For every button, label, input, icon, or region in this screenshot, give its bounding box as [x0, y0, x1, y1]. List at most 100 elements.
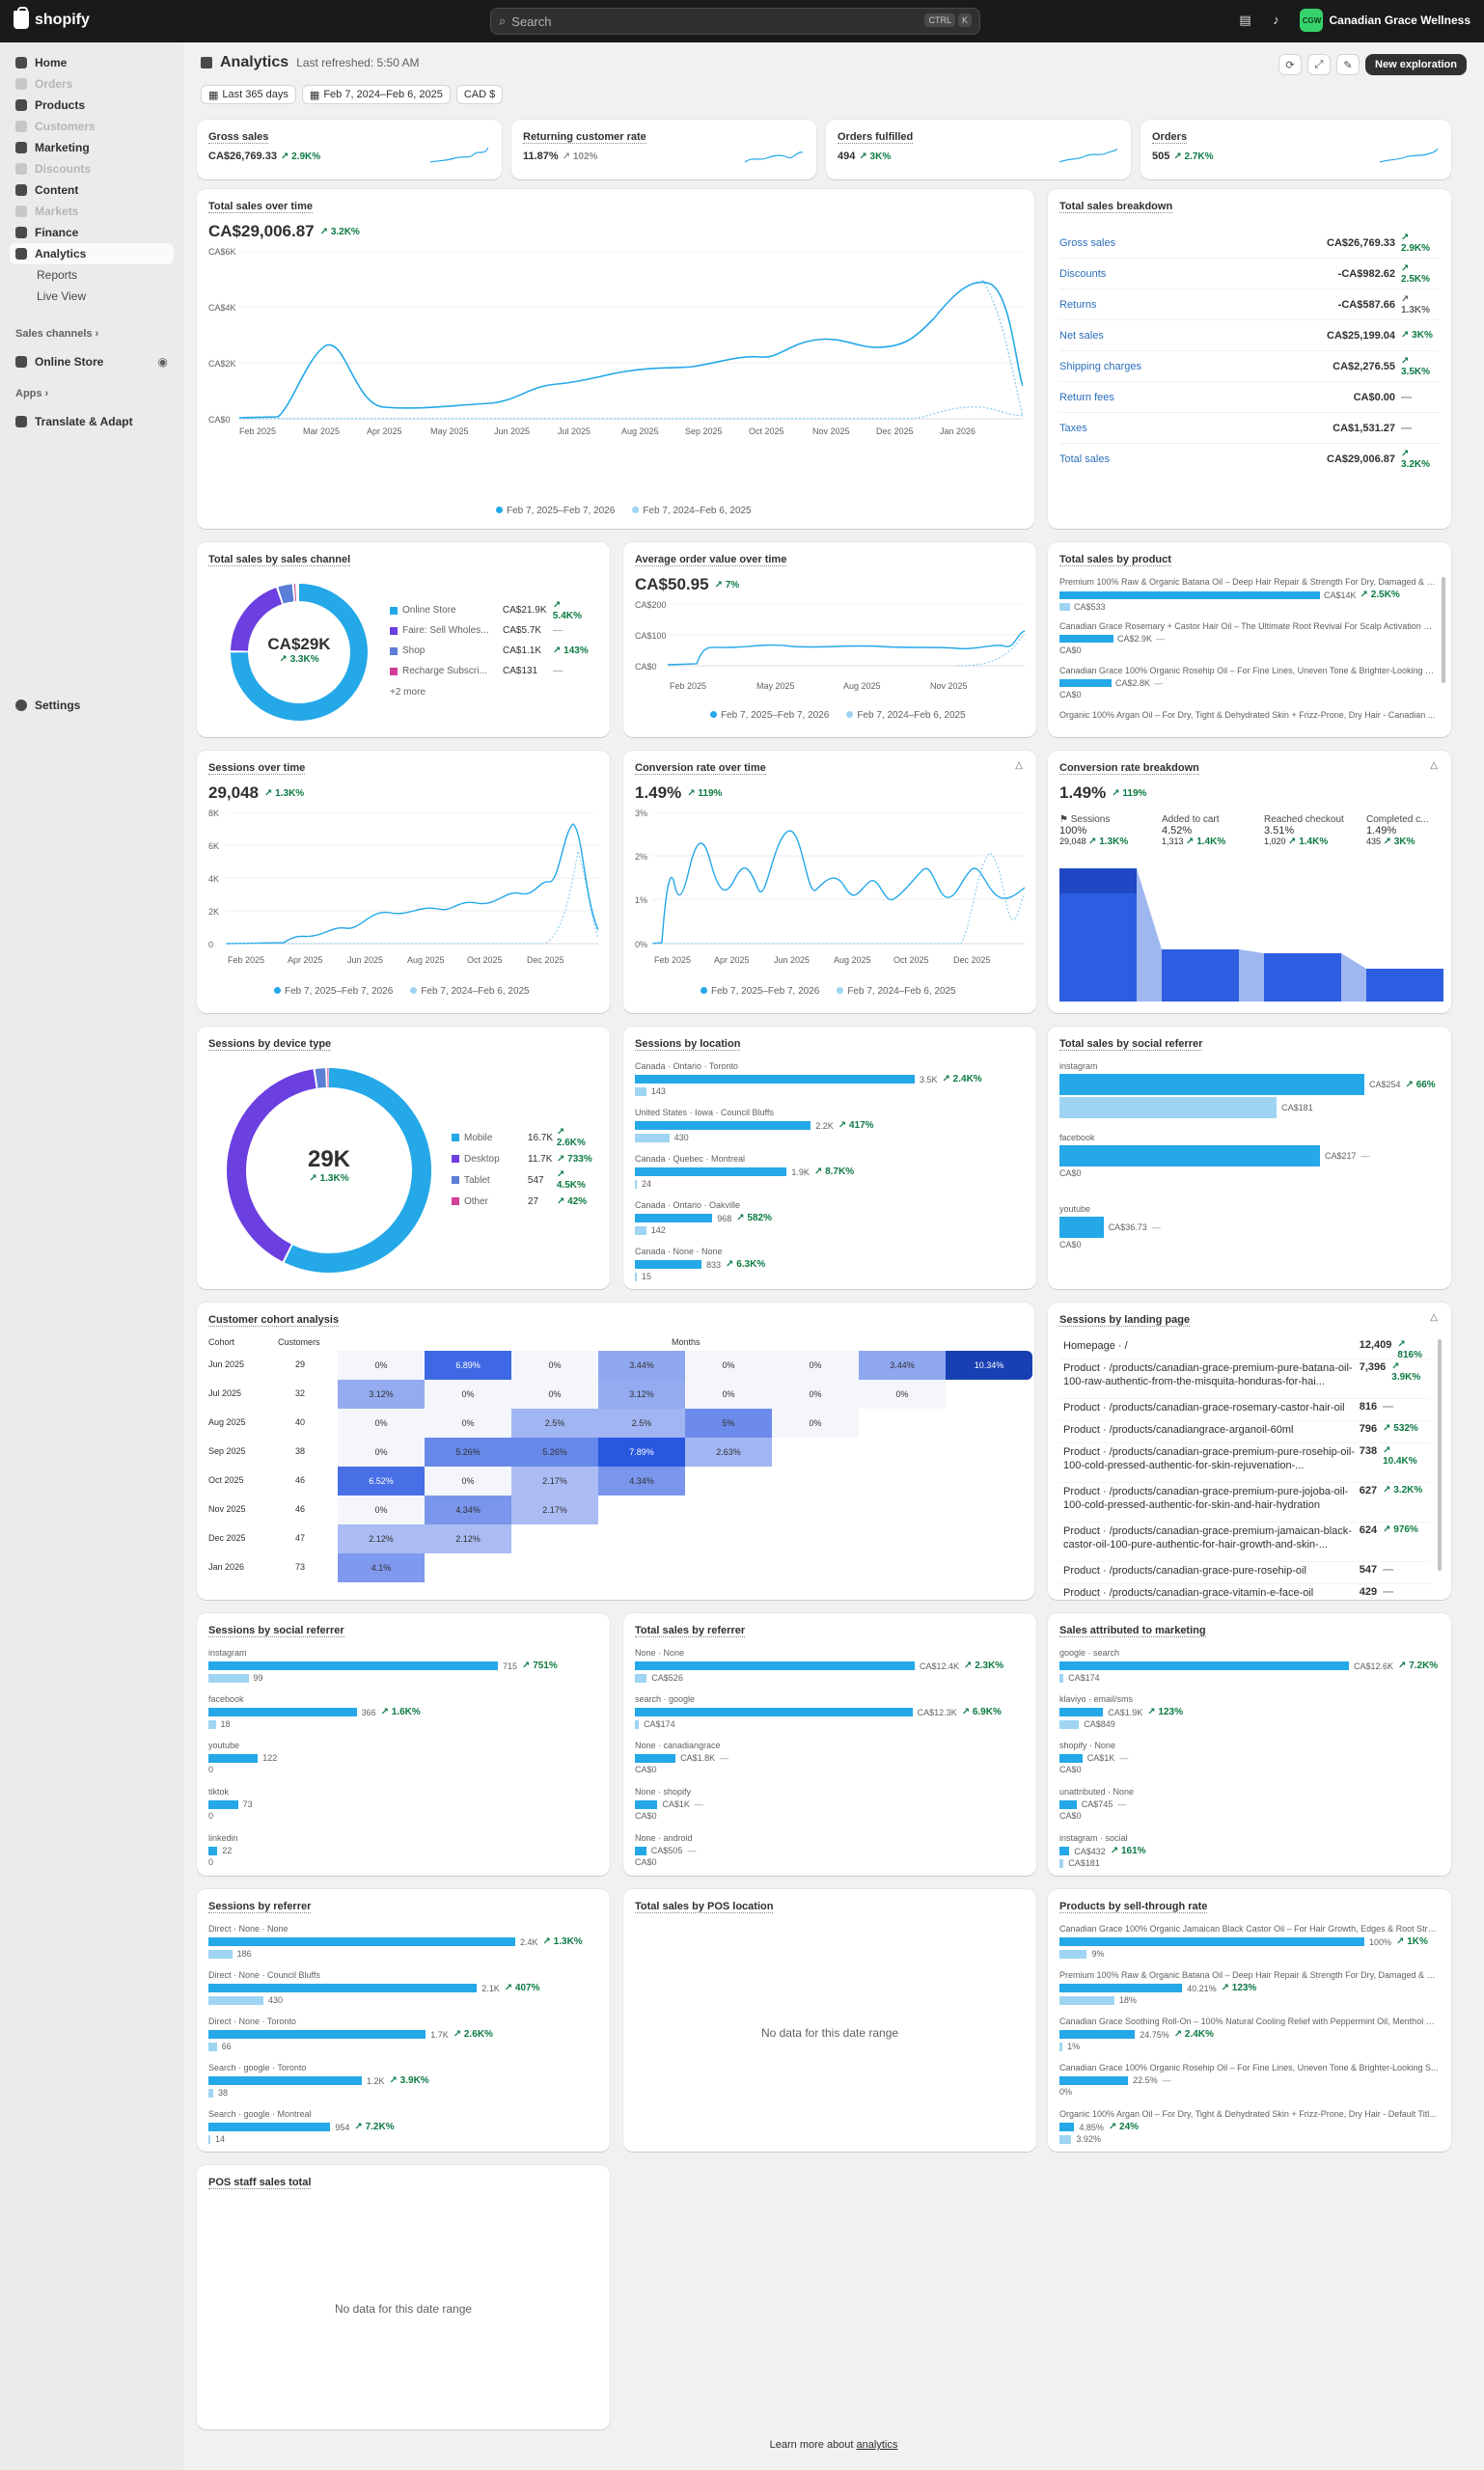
bar-row[interactable]: Search · google · Montreal 954 ↗ 7.2K% 14 [208, 2109, 594, 2155]
cohort-cell[interactable]: 0% [511, 1351, 598, 1380]
bar-row[interactable]: United States · Iowa · Council Bluffs 2.2… [635, 1108, 1021, 1154]
warning-icon[interactable]: △ [1430, 1312, 1438, 1323]
funnel-stage[interactable]: Added to cart 4.52% 1,313 ↗ 1.4K% [1162, 814, 1226, 847]
bar-row[interactable]: None · canadiangrace CA$1.8K — CA$0 [635, 1741, 1021, 1787]
sidebar-item-discounts[interactable]: Discounts [10, 158, 174, 179]
legend-item[interactable]: Recharge Subscri... CA$131— [390, 661, 592, 681]
card-title[interactable]: Total sales by product [1059, 554, 1171, 566]
breakdown-row[interactable]: Return fees CA$0.00— [1059, 382, 1440, 413]
card-title[interactable]: Total sales over time [208, 201, 314, 213]
cohort-cell[interactable]: 3.12% [338, 1380, 425, 1409]
landing-row[interactable]: Homepage · / 12,409 ↗ 816% [1059, 1339, 1430, 1360]
bell-icon[interactable]: ♪ [1273, 13, 1279, 27]
currency-filter[interactable]: CAD $ [455, 85, 504, 104]
sidebar-item-marketing[interactable]: Marketing [10, 137, 174, 158]
more-link[interactable]: +2 more [390, 687, 426, 698]
card-title[interactable]: Sessions by location [635, 1038, 741, 1051]
cohort-cell[interactable]: 2.63% [685, 1438, 772, 1467]
shopify-logo[interactable]: shopify [14, 7, 90, 29]
bar-row[interactable]: facebook 366 ↗ 1.6K% 18 [208, 1694, 594, 1741]
search-input[interactable]: ⌕ Search CTRL K [490, 8, 980, 35]
cohort-cell[interactable]: 5.26% [425, 1438, 511, 1467]
bar-row[interactable]: Search · google · Toronto 1.2K ↗ 3.9K% 38 [208, 2063, 594, 2109]
fullscreen-icon[interactable]: ⤢ [1307, 54, 1332, 75]
bar-row[interactable]: youtube 122 0 [208, 1741, 594, 1787]
sidebar-item-analytics[interactable]: Analytics [10, 243, 174, 264]
bar-row[interactable]: Canada · None · None 833 ↗ 6.3K% 15 [635, 1247, 1021, 1293]
card-title[interactable]: POS staff sales total [208, 2177, 312, 2189]
bar-row[interactable]: Direct · None · Toronto 1.7K ↗ 2.6K% 66 [208, 2017, 594, 2063]
cohort-cell[interactable]: 4.1% [338, 1553, 425, 1582]
legend-item[interactable]: Other 27 ↗ 42% [452, 1191, 596, 1212]
sidebar-item-orders[interactable]: Orders [10, 73, 174, 95]
breakdown-row[interactable]: Total sales CA$29,006.87 ↗ 3.2K% [1059, 449, 1431, 470]
refresh-icon[interactable]: ⟳ [1278, 54, 1303, 75]
compare-range-filter[interactable]: ▦ Feb 7, 2024–Feb 6, 2025 [301, 85, 451, 104]
edit-icon[interactable]: ✎ [1336, 54, 1360, 75]
legend-item[interactable]: Tablet 547 ↗ 4.5K% [452, 1169, 596, 1191]
card-title[interactable]: Sessions by referrer [208, 1901, 312, 1913]
bar-row[interactable]: tiktok 73 0 [208, 1787, 594, 1833]
bar-row[interactable]: klaviyo · email/sms CA$1.9K ↗ 123% CA$849 [1059, 1694, 1440, 1741]
card-title[interactable]: Sales attributed to marketing [1059, 1625, 1206, 1637]
donut-slice[interactable] [231, 584, 368, 721]
landing-row[interactable]: Product · /products/canadian-grace-premi… [1059, 1485, 1430, 1523]
cohort-cell[interactable]: 0% [338, 1496, 425, 1524]
sales-channels-heading[interactable]: Sales channels › [15, 328, 99, 340]
cohort-cell[interactable]: 0% [859, 1380, 946, 1409]
new-exploration-button[interactable]: New exploration [1365, 54, 1467, 75]
cohort-cell[interactable]: 3.12% [598, 1380, 685, 1409]
sidebar-item-content[interactable]: Content [10, 179, 174, 201]
kpi-orders[interactable]: Orders 505 ↗ 2.7K% [1140, 120, 1451, 179]
bar-row[interactable]: Canadian Grace 100% Organic Jamaican Bla… [1059, 1924, 1440, 1970]
cohort-cell[interactable]: 10.34% [946, 1351, 1032, 1380]
kpi-orders-fulfilled[interactable]: Orders fulfilled 494 ↗ 3K% [826, 120, 1131, 179]
apps-heading[interactable]: Apps › [15, 388, 49, 399]
legend-item[interactable]: Desktop 11.7K ↗ 733% [452, 1148, 596, 1169]
date-range-filter[interactable]: ▦ Last 365 days [201, 85, 296, 104]
bar-row[interactable]: instagram · social CA$432 ↗ 161% CA$181 [1059, 1833, 1440, 1880]
sidebar-item-finance[interactable]: Finance [10, 222, 174, 243]
card-title[interactable]: Conversion rate over time [635, 762, 766, 775]
sidebar-item-markets[interactable]: Markets [10, 201, 174, 222]
bar-row[interactable]: unattributed · None CA$745 — CA$0 [1059, 1787, 1440, 1833]
breakdown-row[interactable]: Taxes CA$1,531.27— [1059, 413, 1440, 444]
sidebar-item-customers[interactable]: Customers [10, 116, 174, 137]
card-title[interactable]: Average order value over time [635, 554, 787, 566]
warning-icon[interactable]: △ [1430, 760, 1438, 771]
breakdown-row[interactable]: Shipping charges CA$2,276.55 ↗ 3.5K% [1059, 351, 1440, 382]
cohort-cell[interactable]: 3.44% [598, 1351, 685, 1380]
bar-row[interactable]: Canada · Quebec · Montreal 1.9K ↗ 8.7K% 24 [635, 1154, 1021, 1200]
scrollbar[interactable] [1442, 577, 1445, 683]
cohort-cell[interactable]: 0% [685, 1351, 772, 1380]
sidebar-item-reports[interactable]: Reports [37, 268, 78, 282]
bar-row[interactable]: Direct · None · Council Bluffs 2.1K ↗ 407%… [208, 1970, 594, 2017]
bar-row[interactable]: None · shopify CA$1K — CA$0 [635, 1787, 1021, 1833]
card-title[interactable]: Total sales by sales channel [208, 554, 351, 566]
cohort-cell[interactable]: 0% [338, 1409, 425, 1438]
sidebar-item-translate[interactable]: Translate & Adapt [10, 411, 174, 432]
card-title[interactable]: Total sales breakdown [1059, 201, 1173, 213]
card-title[interactable]: Total sales by POS location [635, 1901, 774, 1913]
cohort-cell[interactable]: 2.17% [511, 1467, 598, 1496]
cohort-cell[interactable]: 5.26% [511, 1438, 598, 1467]
card-title[interactable]: Customer cohort analysis [208, 1314, 340, 1327]
landing-row[interactable]: Product · /products/canadian-grace-pure-… [1059, 1564, 1430, 1584]
bar-row[interactable]: Premium 100% Raw & Organic Batana Oil – … [1059, 1970, 1440, 2017]
cohort-cell[interactable]: 2.5% [511, 1409, 598, 1438]
card-title[interactable]: Sessions by landing page [1059, 1314, 1191, 1327]
card-title[interactable]: Sessions by device type [208, 1038, 332, 1051]
sidebar-item-live-view[interactable]: Live View [37, 289, 87, 303]
cohort-cell[interactable]: 2.5% [598, 1409, 685, 1438]
scrollbar[interactable] [1438, 1339, 1442, 1571]
cohort-cell[interactable]: 0% [685, 1380, 772, 1409]
cohort-cell[interactable]: 4.34% [425, 1496, 511, 1524]
bar-row[interactable]: Organic 100% Argan Oil – For Dry, Tight … [1059, 2109, 1440, 2152]
bar-row[interactable]: instagram CA$254 ↗ 66% CA$181 [1059, 1061, 1440, 1133]
product-row[interactable]: Canadian Grace Rosemary + Castor Hair Oi… [1059, 621, 1436, 655]
bar-row[interactable]: linkedin 22 0 [208, 1833, 594, 1880]
bar-row[interactable]: None · None CA$12.4K ↗ 2.3K% CA$526 [635, 1648, 1021, 1694]
eye-icon[interactable]: ◉ [157, 355, 168, 369]
bar-row[interactable]: shopify · None CA$1K — CA$0 [1059, 1741, 1440, 1787]
landing-row[interactable]: Product · /products/canadian-grace-rosem… [1059, 1401, 1430, 1421]
